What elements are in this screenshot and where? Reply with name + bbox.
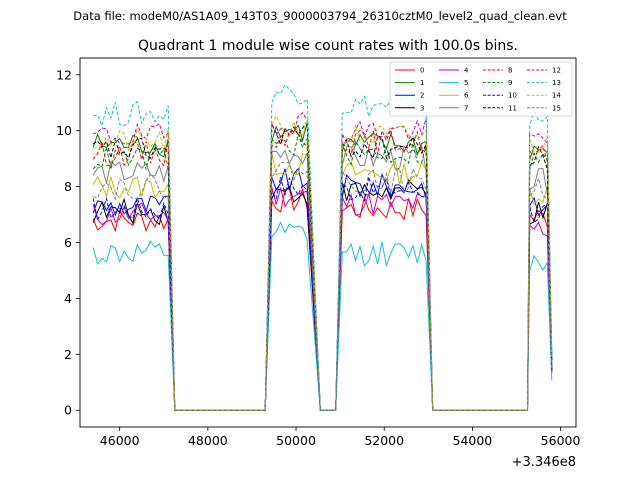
legend-label-5: 5 — [464, 79, 468, 87]
legend-box — [389, 61, 573, 117]
x-axis: 46000 48000 50000 52000 54000 56000 — [100, 427, 581, 448]
legend-label-13: 13 — [552, 79, 561, 87]
y-tick-label: 8 — [64, 179, 72, 194]
x-tick-label: 54000 — [453, 433, 493, 448]
legend-label-10: 10 — [508, 92, 517, 100]
y-tick-label: 10 — [56, 123, 72, 138]
legend-label-4: 4 — [464, 67, 469, 75]
y-tick-label: 4 — [64, 291, 72, 306]
series-line-7 — [92, 144, 553, 411]
series-line-5 — [92, 221, 553, 411]
legend-label-14: 14 — [552, 92, 561, 100]
plot-area — [92, 84, 553, 411]
legend-label-2: 2 — [420, 92, 424, 100]
legend-label-11: 11 — [508, 104, 517, 112]
series-line-15 — [93, 161, 553, 411]
series-line-8 — [92, 128, 553, 411]
legend-label-12: 12 — [552, 67, 561, 75]
x-tick-label: 48000 — [188, 433, 228, 448]
series-line-3 — [92, 179, 553, 411]
chart-suptitle: Data file: modeM0/AS1A09_143T03_90000037… — [73, 9, 567, 23]
x-offset-label: +3.346e8 — [512, 455, 576, 470]
series-line-6 — [92, 152, 553, 411]
legend-label-1: 1 — [420, 79, 424, 87]
legend-label-8: 8 — [508, 67, 512, 75]
legend-label-0: 0 — [420, 67, 424, 75]
series-line-0 — [92, 187, 553, 411]
legend-label-7: 7 — [464, 104, 468, 112]
series-line-9 — [92, 132, 553, 411]
y-tick-label: 2 — [64, 347, 72, 362]
y-tick-label: 6 — [64, 235, 72, 250]
series-line-4 — [92, 186, 553, 411]
series-line-13 — [93, 84, 553, 411]
series-line-1 — [92, 122, 553, 411]
series-line-2 — [92, 167, 553, 411]
series-line-12 — [93, 112, 553, 411]
x-tick-label: 52000 — [364, 433, 404, 448]
legend-label-3: 3 — [420, 104, 424, 112]
x-tick-label: 56000 — [541, 433, 581, 448]
series-line-14 — [93, 114, 553, 411]
series-line-11 — [92, 120, 553, 411]
series-line-10 — [92, 176, 553, 411]
x-tick-label: 46000 — [100, 433, 140, 448]
y-axis: 0 2 4 6 8 10 12 — [56, 67, 80, 418]
legend-label-15: 15 — [552, 104, 561, 112]
legend-label-9: 9 — [508, 79, 512, 87]
chart-title: Quadrant 1 module wise count rates with … — [138, 38, 518, 54]
x-tick-label: 50000 — [276, 433, 316, 448]
y-tick-label: 0 — [64, 403, 72, 418]
y-tick-label: 12 — [56, 67, 72, 82]
legend-label-6: 6 — [464, 92, 469, 100]
